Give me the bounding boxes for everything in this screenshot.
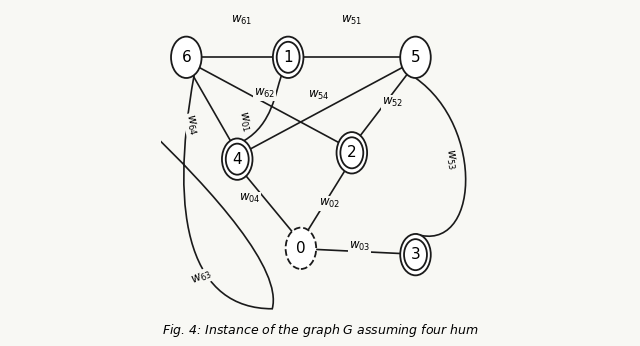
Ellipse shape [222,138,253,180]
Text: $w_{63}$: $w_{63}$ [189,267,214,288]
Text: 5: 5 [411,50,420,65]
Text: $w_{61}$: $w_{61}$ [231,14,253,27]
Text: $w_{02}$: $w_{02}$ [319,197,340,210]
Text: $w_{01}$: $w_{01}$ [235,110,253,134]
Ellipse shape [340,137,364,168]
Ellipse shape [404,239,427,270]
Ellipse shape [400,234,431,275]
Ellipse shape [276,42,300,73]
Text: 2: 2 [347,145,356,160]
Text: Fig. 4: Instance of the graph $G$ assuming four hum: Fig. 4: Instance of the graph $G$ assumi… [161,322,479,339]
Text: $w_{52}$: $w_{52}$ [382,96,403,109]
Ellipse shape [337,132,367,173]
Text: $w_{62}$: $w_{62}$ [253,87,275,100]
Text: 6: 6 [181,50,191,65]
Ellipse shape [273,37,303,78]
Text: $w_{04}$: $w_{04}$ [239,192,260,206]
Text: 3: 3 [411,247,420,262]
Text: $w_{64}$: $w_{64}$ [182,113,200,137]
Text: 1: 1 [284,50,293,65]
Ellipse shape [226,144,249,175]
Text: $w_{53}$: $w_{53}$ [442,147,459,171]
Ellipse shape [400,37,431,78]
Text: $w_{03}$: $w_{03}$ [349,240,371,253]
Text: 4: 4 [232,152,242,167]
Text: $w_{54}$: $w_{54}$ [308,89,329,102]
Text: $w_{51}$: $w_{51}$ [341,14,362,27]
Text: 0: 0 [296,241,306,256]
Ellipse shape [285,228,316,269]
Ellipse shape [171,37,202,78]
